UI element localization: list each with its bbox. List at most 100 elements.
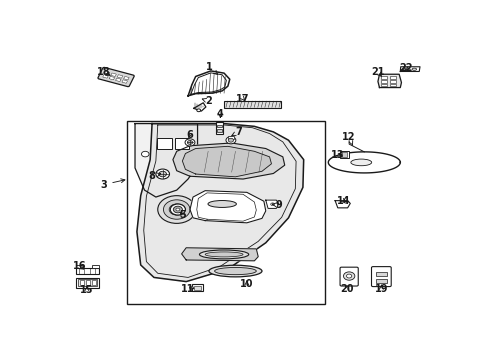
Ellipse shape: [350, 159, 371, 166]
Circle shape: [184, 139, 195, 146]
Ellipse shape: [208, 265, 262, 277]
Bar: [109, 76, 114, 80]
Polygon shape: [182, 146, 271, 177]
Circle shape: [163, 200, 189, 219]
FancyBboxPatch shape: [98, 67, 134, 87]
Circle shape: [228, 138, 233, 142]
Circle shape: [176, 208, 180, 211]
Circle shape: [343, 272, 354, 280]
Ellipse shape: [199, 250, 248, 259]
Bar: [339, 151, 348, 158]
Bar: [175, 138, 189, 149]
Text: 13: 13: [330, 150, 344, 161]
Text: 15: 15: [80, 285, 94, 295]
Bar: [381, 80, 386, 82]
Bar: [389, 76, 395, 79]
Bar: [341, 152, 346, 157]
Circle shape: [225, 136, 235, 144]
Text: 5: 5: [179, 210, 185, 220]
Bar: [217, 129, 222, 132]
Polygon shape: [173, 143, 284, 179]
Bar: [381, 84, 386, 86]
Circle shape: [187, 140, 192, 144]
Bar: [102, 75, 108, 78]
Text: 11: 11: [181, 284, 194, 294]
Text: 1: 1: [205, 62, 217, 75]
Polygon shape: [334, 201, 349, 208]
Text: 6: 6: [186, 130, 193, 140]
Ellipse shape: [214, 267, 256, 275]
Bar: [228, 135, 233, 139]
Circle shape: [158, 195, 195, 223]
Bar: [215, 122, 223, 134]
Bar: [375, 272, 386, 276]
Polygon shape: [135, 123, 197, 197]
Circle shape: [189, 286, 193, 289]
Text: 21: 21: [370, 67, 384, 77]
Text: 9: 9: [272, 201, 282, 210]
Text: 17: 17: [236, 94, 249, 104]
Text: 4: 4: [217, 109, 223, 119]
Polygon shape: [181, 248, 258, 261]
Bar: [76, 265, 83, 268]
Text: 10: 10: [240, 279, 253, 289]
Polygon shape: [137, 123, 303, 282]
Text: 7: 7: [231, 127, 242, 137]
Text: 2: 2: [202, 96, 212, 107]
Polygon shape: [189, 191, 265, 223]
Bar: [389, 80, 395, 82]
Bar: [76, 278, 99, 288]
Bar: [111, 73, 116, 76]
Bar: [217, 125, 222, 127]
Bar: [115, 78, 121, 82]
Polygon shape: [265, 200, 278, 208]
Text: 20: 20: [340, 284, 353, 293]
Circle shape: [173, 206, 182, 213]
Ellipse shape: [411, 68, 416, 70]
Bar: [86, 280, 90, 285]
Circle shape: [173, 207, 180, 212]
Bar: [92, 265, 99, 268]
Bar: [375, 279, 386, 283]
Ellipse shape: [403, 68, 409, 71]
Text: 22: 22: [398, 63, 412, 73]
Bar: [156, 138, 171, 149]
Bar: [127, 121, 324, 304]
Ellipse shape: [207, 201, 236, 207]
Text: 8: 8: [147, 171, 161, 181]
Bar: [122, 80, 127, 83]
Bar: [381, 76, 386, 79]
Polygon shape: [400, 67, 419, 72]
Circle shape: [141, 151, 149, 157]
Bar: [104, 71, 110, 75]
Text: 19: 19: [374, 284, 387, 293]
Polygon shape: [193, 103, 205, 111]
FancyBboxPatch shape: [339, 267, 358, 286]
Bar: [76, 268, 99, 274]
Circle shape: [270, 203, 274, 206]
Circle shape: [169, 204, 184, 215]
Bar: [123, 76, 129, 80]
Bar: [192, 284, 203, 291]
Ellipse shape: [205, 252, 243, 257]
Bar: [92, 280, 96, 285]
Polygon shape: [327, 152, 400, 173]
Polygon shape: [377, 74, 401, 87]
Circle shape: [170, 204, 185, 215]
Text: 14: 14: [336, 196, 349, 206]
Bar: [389, 84, 395, 86]
Text: 16: 16: [72, 261, 86, 271]
Circle shape: [196, 109, 200, 112]
Bar: [78, 279, 97, 286]
Bar: [117, 75, 122, 78]
Bar: [80, 280, 84, 285]
FancyBboxPatch shape: [371, 267, 390, 287]
Bar: [224, 101, 280, 108]
Text: 12: 12: [342, 132, 355, 145]
Circle shape: [159, 171, 166, 177]
Bar: [194, 286, 201, 290]
Circle shape: [346, 274, 351, 278]
Text: 18: 18: [97, 67, 111, 77]
Text: 3: 3: [101, 179, 124, 190]
Circle shape: [156, 169, 169, 179]
